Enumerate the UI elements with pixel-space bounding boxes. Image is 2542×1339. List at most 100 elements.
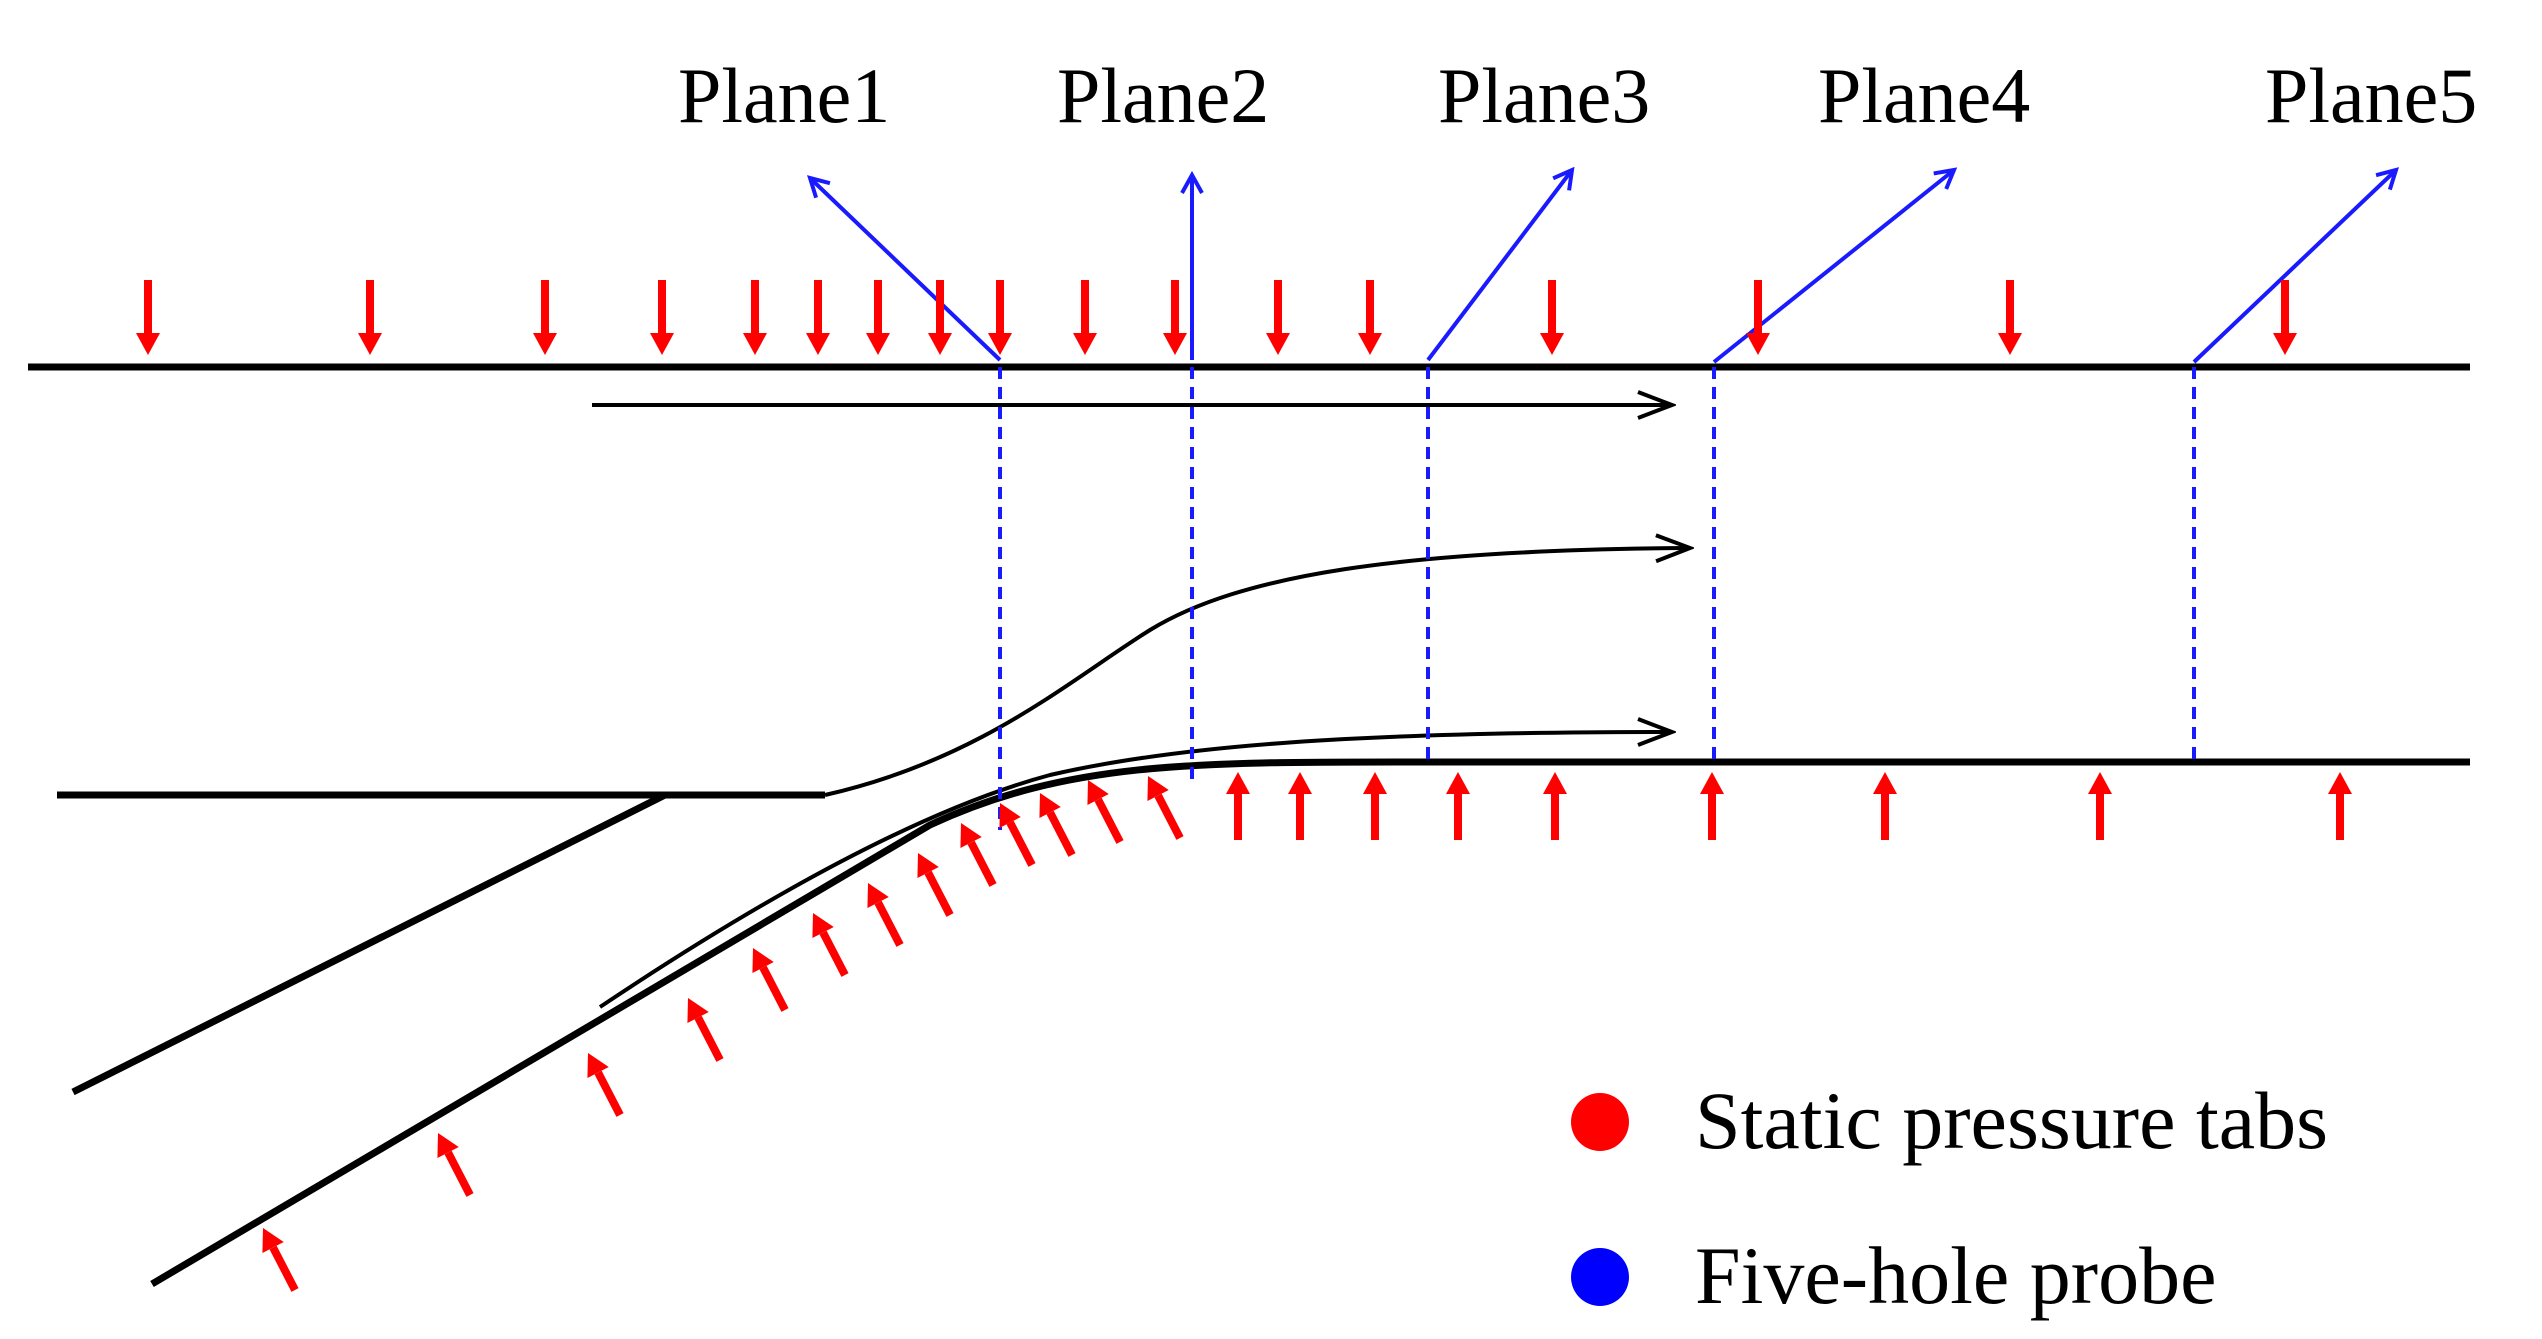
tap-curved-7-head: [867, 883, 889, 909]
tap-upper-12-head: [1266, 333, 1290, 355]
tap-lower-6: [1700, 772, 1724, 840]
tap-curved-11: [1039, 793, 1076, 857]
tap-curved-4-shaft: [694, 1015, 724, 1062]
tap-curved-9: [960, 823, 997, 887]
tap-upper-8-head: [928, 333, 952, 355]
tap-upper-13: [1358, 280, 1382, 355]
tap-lower-7: [1873, 772, 1897, 840]
tap-curved-10: [999, 803, 1036, 867]
tap-curved-2-shaft: [444, 1150, 474, 1197]
tap-upper-6-head: [806, 333, 830, 355]
tap-lower-5-head: [1543, 772, 1567, 794]
legend-static-label: Static pressure tabs: [1695, 1075, 2328, 1166]
tap-lower-6-head: [1700, 772, 1724, 794]
plane2-label: Plane2: [1057, 52, 1269, 139]
tap-curved-4: [687, 998, 724, 1062]
tap-upper-2: [358, 280, 382, 355]
tap-upper-10-head: [1073, 333, 1097, 355]
streamline-bottom: [598, 732, 1672, 1009]
tap-curved-12-head: [1087, 780, 1109, 806]
tap-upper-10: [1073, 280, 1097, 355]
tap-upper-11-head: [1163, 333, 1187, 355]
tap-curved-2-head: [437, 1133, 459, 1159]
tap-upper-15: [1746, 280, 1770, 355]
tap-upper-14: [1540, 280, 1564, 355]
tap-upper-15-head: [1746, 333, 1770, 355]
tap-curved-9-shaft: [967, 840, 997, 887]
legend: Static pressure tabs Five-hole probe: [1571, 1075, 2328, 1321]
tap-upper-1-head: [136, 333, 160, 355]
tap-upper-17-head: [2273, 333, 2297, 355]
tap-lower-9-head: [2328, 772, 2352, 794]
inlet-wall: [71, 791, 667, 1096]
tap-curved-7-shaft: [874, 900, 904, 947]
tap-lower-2-head: [1288, 772, 1312, 794]
tap-upper-1: [136, 280, 160, 355]
tap-curved-1-shaft: [269, 1245, 299, 1292]
tap-lower-7-head: [1873, 772, 1897, 794]
probe-pointers: [810, 170, 2396, 364]
tap-curved-13: [1147, 776, 1184, 840]
tap-upper-16-head: [1998, 333, 2022, 355]
tap-curved-11-shaft: [1046, 810, 1076, 857]
tap-lower-1-head: [1226, 772, 1250, 794]
tap-curved-8: [917, 853, 954, 917]
tap-upper-17: [2273, 280, 2297, 355]
tap-upper-11: [1163, 280, 1187, 355]
tap-curved-3-head: [587, 1053, 609, 1079]
tap-curved-4-head: [687, 998, 709, 1024]
measurement-planes: [998, 367, 2196, 830]
tap-curved-12: [1087, 780, 1124, 844]
tap-curved-7: [867, 883, 904, 947]
tap-upper-5: [743, 280, 767, 355]
tap-upper-4-head: [650, 333, 674, 355]
tap-lower-4-head: [1446, 772, 1470, 794]
tap-lower-5: [1543, 772, 1567, 840]
tap-lower-2: [1288, 772, 1312, 840]
tap-curved-8-shaft: [924, 870, 954, 917]
tap-upper-14-head: [1540, 333, 1564, 355]
tap-curved-3: [587, 1053, 624, 1117]
tap-curved-10-head: [999, 803, 1021, 829]
tap-curved-10-shaft: [1006, 820, 1036, 867]
tap-curved-13-shaft: [1154, 793, 1184, 840]
tap-curved-6: [812, 913, 849, 977]
tap-upper-7: [866, 280, 890, 355]
tap-lower-8: [2088, 772, 2112, 840]
tap-upper-2-head: [358, 333, 382, 355]
tap-curved-5: [752, 948, 789, 1012]
tap-curved-8-head: [917, 853, 939, 879]
plane3-pointer: [1426, 170, 1572, 362]
tap-curved-12-shaft: [1094, 797, 1124, 844]
tap-curved-1: [262, 1228, 299, 1292]
streamline-middle: [824, 548, 1690, 797]
legend-static-marker: [1571, 1093, 1629, 1151]
tap-lower-3-head: [1363, 772, 1387, 794]
tap-upper-12: [1266, 280, 1290, 355]
tap-upper-7-head: [866, 333, 890, 355]
plane4-label: Plane4: [1818, 52, 2030, 139]
tap-upper-6: [806, 280, 830, 355]
plane3-label: Plane3: [1438, 52, 1650, 139]
tap-curved-13-head: [1147, 776, 1169, 802]
tap-lower-3: [1363, 772, 1387, 840]
tap-lower-8-head: [2088, 772, 2112, 794]
plane1-pointer: [810, 178, 1002, 362]
tap-lower-4: [1446, 772, 1470, 840]
tap-curved-5-head: [752, 948, 774, 974]
tap-curved-9-head: [960, 823, 982, 849]
tap-upper-5-head: [743, 333, 767, 355]
plane5-label: Plane5: [2265, 52, 2477, 139]
legend-probe-marker: [1571, 1248, 1629, 1306]
tap-lower-9: [2328, 772, 2352, 840]
tap-upper-3: [533, 280, 557, 355]
tap-upper-16: [1998, 280, 2022, 355]
tap-curved-1-head: [262, 1228, 284, 1254]
tap-curved-6-head: [812, 913, 834, 939]
tap-upper-13-head: [1358, 333, 1382, 355]
tap-curved-5-shaft: [759, 965, 789, 1012]
tap-curved-3-shaft: [594, 1070, 624, 1117]
tap-curved-2: [437, 1133, 474, 1197]
tap-upper-3-head: [533, 333, 557, 355]
